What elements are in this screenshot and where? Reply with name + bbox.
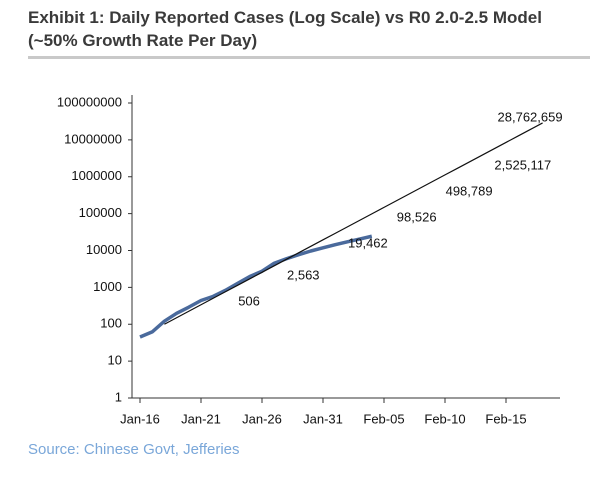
data-label: 2,525,117	[494, 157, 551, 172]
y-tick-label: 100	[100, 316, 122, 331]
y-tick-label: 10000	[86, 242, 122, 257]
y-tick-label: 100000000	[57, 94, 122, 109]
data-label: 98,526	[397, 209, 437, 224]
data-label: 506	[238, 294, 260, 309]
x-tick-label: Feb-05	[363, 411, 404, 426]
y-tick-label: 10	[108, 353, 122, 368]
x-tick-label: Jan-31	[303, 411, 343, 426]
source: Source: Chinese Govt, Jefferies	[28, 441, 240, 458]
x-tick-label: Jan-16	[120, 411, 160, 426]
title-rule	[28, 56, 590, 59]
y-tick-label: 1	[115, 389, 122, 404]
x-tick-label: Feb-10	[424, 411, 465, 426]
y-tick-label: 1000000	[71, 168, 122, 183]
x-tick-label: Jan-21	[181, 411, 221, 426]
data-label: 498,789	[446, 183, 493, 198]
y-tick-label: 10000000	[64, 131, 122, 146]
x-tick-label: Feb-15	[485, 411, 526, 426]
series-line	[139, 234, 373, 339]
y-tick-label: 1000	[93, 279, 122, 294]
x-tick-label: Jan-26	[242, 411, 282, 426]
y-tick-label: 100000	[79, 205, 122, 220]
data-label: 19,462	[348, 235, 388, 250]
data-label: 28,762,659	[498, 109, 563, 124]
chart-title: Exhibit 1: Daily Reported Cases (Log Sca…	[28, 8, 542, 50]
series-line	[164, 122, 543, 325]
data-label: 2,563	[287, 268, 320, 283]
